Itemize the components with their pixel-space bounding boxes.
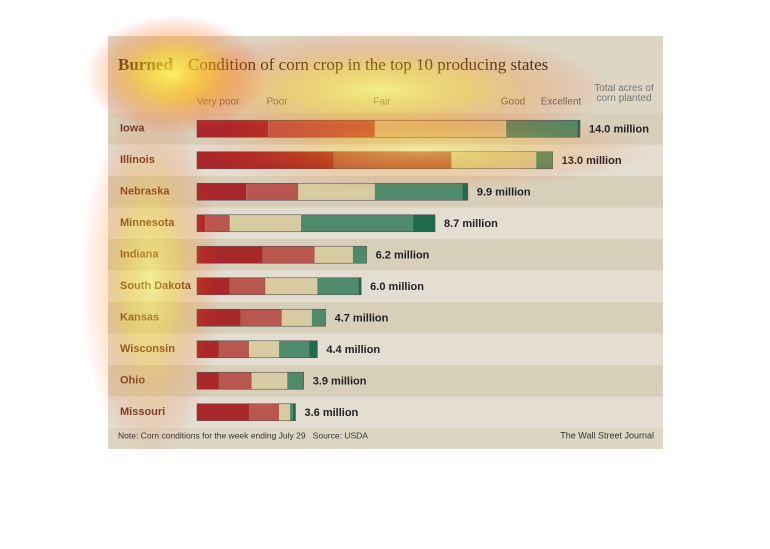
bar-segment (451, 151, 537, 169)
total-header: Total acres of corn planted (594, 84, 654, 104)
total-label: 6.2 million (376, 250, 430, 262)
bar-segment (197, 151, 334, 169)
total-label: 14.0 million (589, 124, 649, 136)
bar-segment (374, 183, 463, 201)
bar-segment (197, 340, 219, 358)
bar-segment (536, 151, 553, 169)
bar-segment (229, 277, 266, 295)
bar-segment (577, 120, 580, 138)
title-divider: | (171, 55, 174, 74)
bar-segment (413, 214, 436, 232)
bar-segment (229, 214, 301, 232)
total-label: 6.0 million (370, 281, 424, 293)
y-tick-label: Missouri (120, 406, 165, 418)
bar-segment (281, 309, 312, 327)
bar-segment (197, 120, 269, 138)
y-tick-label: Minnesota (120, 217, 175, 229)
y-tick-label: Nebraska (120, 186, 170, 198)
bar-segment (218, 340, 249, 358)
bar-segment (279, 340, 310, 358)
bar-segment (317, 277, 359, 295)
bar-segment (298, 183, 375, 201)
bar-segment (314, 246, 353, 264)
bar-segment (265, 277, 318, 295)
bar-segment (462, 183, 468, 201)
bar-segment (290, 403, 293, 421)
bar-segment (197, 277, 230, 295)
legend-label: Excellent (541, 97, 582, 108)
bar-segment (248, 403, 280, 421)
bar-segment (292, 403, 296, 421)
bar-segment (374, 120, 507, 138)
legend-label: Good (501, 97, 525, 108)
note: Note: Corn conditions for the week endin… (118, 430, 368, 440)
bar-segment (248, 340, 280, 358)
bar-segment (205, 214, 230, 232)
total-label: 13.0 million (562, 155, 622, 167)
total-header-box: Total acres of corn planted (594, 84, 654, 104)
bar-segment (358, 277, 362, 295)
y-tick-label: Indiana (120, 249, 159, 261)
bar-segment (197, 246, 263, 264)
chart-subtitle: Condition of corn crop in the top 10 pro… (188, 55, 548, 74)
total-label: 4.7 million (335, 313, 389, 325)
bar-segment (246, 183, 299, 201)
total-label: 3.9 million (313, 376, 367, 388)
total-label: 3.6 million (304, 407, 358, 419)
bar-segment (218, 372, 252, 390)
total-label: 4.4 million (326, 344, 380, 356)
bar-segment (300, 214, 414, 232)
bar-segment (352, 246, 367, 264)
bar-segment (506, 120, 578, 138)
total-label: 8.7 million (444, 218, 498, 230)
bar-segment (279, 403, 291, 421)
row-stripe (108, 333, 663, 365)
chart-title: Burned (118, 55, 173, 74)
source: The Wall Street Journal (560, 430, 654, 440)
y-tick-label: South Dakota (120, 280, 192, 292)
y-tick-label: Ohio (120, 375, 145, 387)
row-stripe (108, 365, 663, 397)
bar-segment (311, 309, 326, 327)
y-tick-label: Kansas (120, 312, 159, 324)
bar-segment (197, 309, 241, 327)
bar-segment (197, 183, 247, 201)
bar-segment (197, 214, 206, 232)
legend-label: Poor (266, 97, 288, 108)
bar-segment (262, 246, 315, 264)
y-tick-label: Wisconsin (120, 343, 175, 355)
bar-segment (197, 372, 219, 390)
y-tick-label: Iowa (120, 123, 145, 135)
y-tick-label: Illinois (120, 154, 155, 166)
legend-label: Very poor (197, 97, 240, 108)
bar-segment (268, 120, 375, 138)
bar-segment (287, 372, 304, 390)
bar-segment (309, 340, 318, 358)
bar-segment (251, 372, 288, 390)
bar-segment (240, 309, 282, 327)
row-stripe (108, 396, 663, 428)
bar-segment (333, 151, 452, 169)
legend-label: Fair (373, 97, 391, 108)
bar-segment (197, 403, 249, 421)
total-label: 9.9 million (477, 187, 531, 199)
